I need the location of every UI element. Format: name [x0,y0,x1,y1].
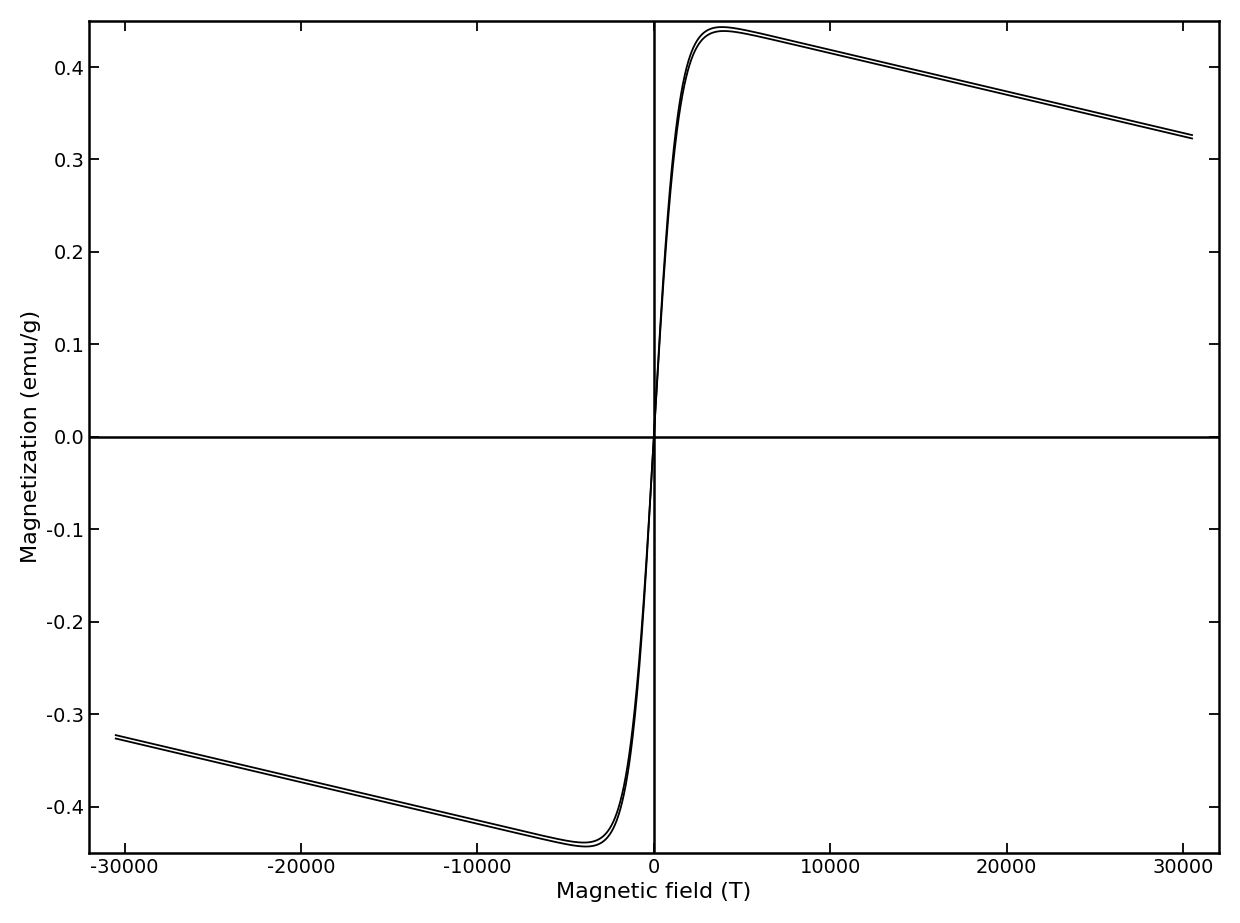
X-axis label: Magnetic field (T): Magnetic field (T) [557,882,751,902]
Y-axis label: Magnetization (emu/g): Magnetization (emu/g) [21,310,41,563]
